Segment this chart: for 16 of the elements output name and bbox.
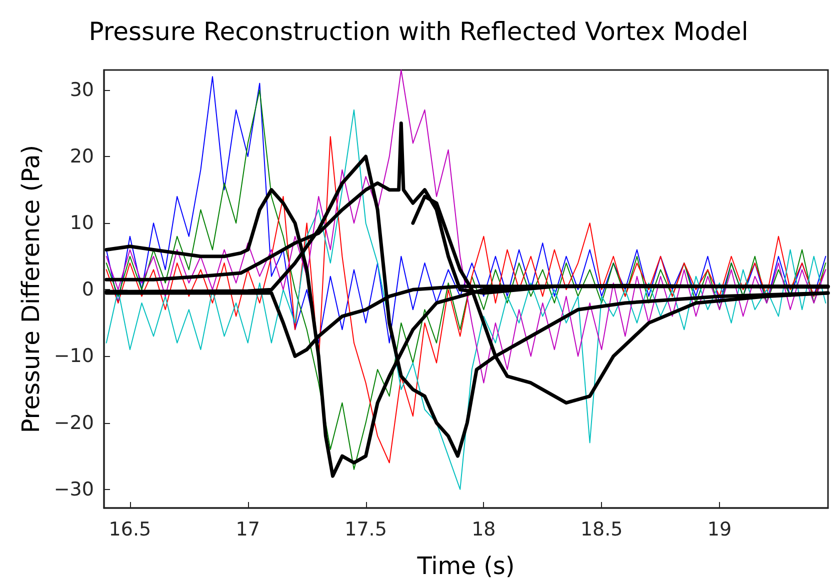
y-axis-title: Pressure Difference (Pa): [17, 144, 46, 434]
x-tick-label: 16.5: [108, 518, 152, 540]
x-tick-label: 18: [472, 518, 496, 540]
y-tick-label: 20: [70, 146, 94, 168]
y-tick-label: 30: [70, 78, 94, 101]
chart-title: Pressure Reconstruction with Reflected Vortex Model: [88, 17, 748, 46]
y-tick-label: −10: [54, 345, 94, 368]
y-tick-label: 10: [70, 212, 94, 234]
x-tick-label: 17: [236, 518, 260, 540]
x-axis-title: Time (s): [416, 552, 515, 580]
x-tick-label: 17.5: [344, 518, 387, 540]
y-tick-label: −20: [54, 412, 94, 434]
x-tick-label: 18.5: [580, 518, 623, 540]
x-tick-label: 19: [707, 518, 732, 540]
y-tick-label: −30: [54, 478, 94, 500]
y-tick-label: 0: [82, 278, 94, 301]
